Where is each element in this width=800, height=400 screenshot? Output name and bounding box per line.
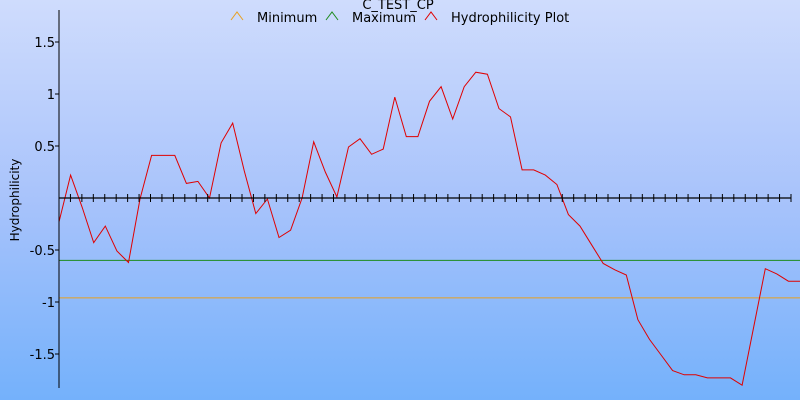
legend-label: Maximum	[352, 11, 416, 26]
series-hydrophilicity-line	[58, 71, 800, 387]
y-tick-label: -1	[42, 296, 55, 311]
legend-swatch	[325, 11, 339, 21]
y-tick-label: 1.5	[34, 36, 55, 51]
y-tick-label: -0.5	[30, 244, 55, 259]
legend-swatch	[424, 11, 438, 21]
y-axis-label: Hydrophilicity	[8, 159, 22, 242]
legend-label: Minimum	[257, 11, 317, 26]
legend-label: Hydrophilicity Plot	[451, 11, 569, 26]
chart-title: C_TEST_CP	[362, 0, 434, 13]
y-tick-label: 1	[47, 88, 55, 103]
y-tick-label: -1.5	[30, 348, 55, 363]
legend-swatch	[230, 11, 244, 21]
y-tick-label: 0.5	[34, 140, 55, 155]
legend: Minimum Maximum Hydrophilicity Plot	[230, 11, 569, 26]
